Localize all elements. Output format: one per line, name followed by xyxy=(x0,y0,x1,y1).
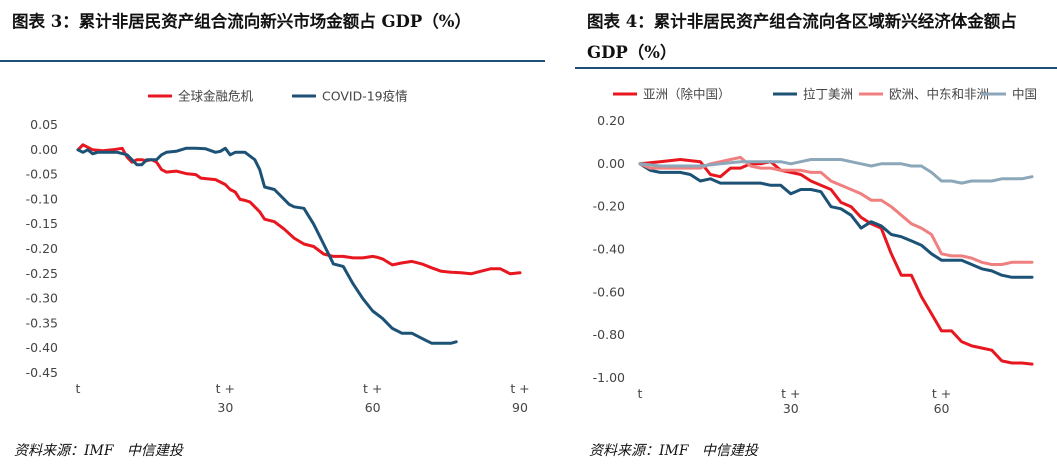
chart-right-plot: 0.200.00-0.20-0.40-0.60-0.80-1.00t t +30t… xyxy=(593,87,1037,417)
chart-left-plot: 0.05 0.00 -0.05 -0.10 -0.15 -0.20 -0.25 -0.30 -0… xyxy=(26,89,530,416)
y-tick-label: -0.25 xyxy=(26,266,58,281)
legend-label: COVID-19疫情 xyxy=(322,89,408,104)
series-line-1 xyxy=(638,162,1034,279)
x-tick-label: 60 xyxy=(934,401,950,416)
y-tick-label: -0.80 xyxy=(593,327,625,342)
y-tick-label: -1.00 xyxy=(593,370,625,385)
series-line-1 xyxy=(76,146,458,345)
y-tick-label: 0.05 xyxy=(30,117,58,132)
y-tick-label: -0.40 xyxy=(593,242,625,257)
legend-label: 全球金融危机 xyxy=(178,89,254,104)
legend-label: 欧洲、中东和非洲 xyxy=(889,87,989,102)
x-tick-label: t + xyxy=(363,381,382,396)
series-line-3 xyxy=(638,158,1034,185)
title-divider xyxy=(575,67,1057,69)
y-tick-label: -0.20 xyxy=(593,199,625,214)
x-tick-label: 30 xyxy=(783,401,799,416)
y-tick-label: -0.05 xyxy=(26,167,58,182)
x-tick-label: t xyxy=(638,386,643,401)
y-tick-label: -0.30 xyxy=(26,291,58,306)
chart-source: 资料来源：IMF 中信建投 xyxy=(14,443,183,459)
y-tick-label: -0.40 xyxy=(26,340,58,355)
y-tick-label: -0.60 xyxy=(593,284,625,299)
legend-label: 中国 xyxy=(1012,87,1037,102)
series-line-0 xyxy=(76,143,522,276)
y-tick-label: -0.20 xyxy=(26,241,58,256)
y-tick-label: -0.35 xyxy=(26,315,58,330)
y-tick-label: 0.00 xyxy=(597,156,625,171)
title-divider xyxy=(0,60,545,62)
x-tick-label: t + xyxy=(781,386,800,401)
x-tick-label: 60 xyxy=(365,400,381,415)
x-tick-label: t + xyxy=(510,381,529,396)
chart-panel-left: 图表 3：累计非居民资产组合流向新兴市场金额占 GDP（%） 0.05 0.00 -… xyxy=(0,12,545,459)
chart-title: 图表 4：累计非居民资产组合流向各区域新兴经济体金额占 GDP（%） xyxy=(587,12,1017,62)
series-line-0 xyxy=(638,158,1034,366)
y-tick-label: 0.00 xyxy=(30,142,58,157)
y-tick-label: -0.45 xyxy=(26,365,58,380)
chart-panel-right: 图表 4：累计非居民资产组合流向各区域新兴经济体金额占 GDP（%） 0.20 0… xyxy=(575,0,1057,466)
chart-source: 资料来源：IMF 中信建投 xyxy=(589,443,758,459)
chart-title: 图表 3：累计非居民资产组合流向新兴市场金额占 GDP（%） xyxy=(12,12,471,31)
x-tick-label: t + xyxy=(216,381,235,396)
x-tick-label: t + xyxy=(932,386,951,401)
x-tick-label: 30 xyxy=(217,400,233,415)
legend-label: 拉丁美洲 xyxy=(803,87,853,102)
x-tick-label: 90 xyxy=(512,400,528,415)
legend-label: 亚洲（除中国） xyxy=(643,87,731,102)
y-tick-label: -0.10 xyxy=(26,191,58,206)
y-tick-label: -0.15 xyxy=(26,216,58,231)
y-tick-label: 0.20 xyxy=(597,113,625,128)
x-tick-label: t xyxy=(76,381,81,396)
series-line-2 xyxy=(638,155,1034,266)
